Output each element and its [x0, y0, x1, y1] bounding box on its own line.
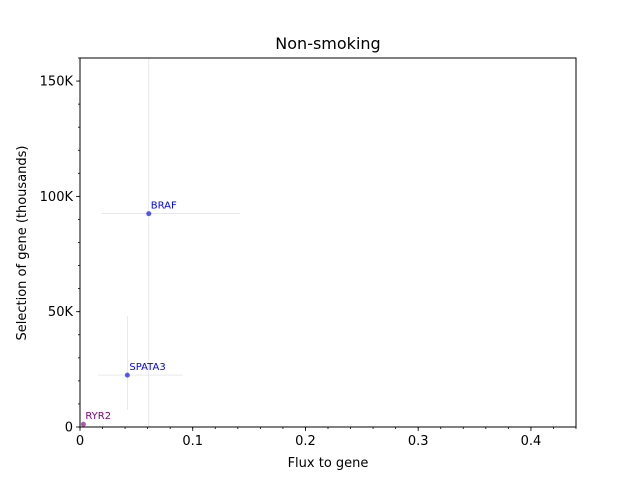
x-tick-label: 0.2	[295, 434, 316, 449]
y-tick-label: 0	[65, 421, 73, 436]
y-axis-label: Selection of gene (thousands)	[15, 146, 30, 341]
point-label: RYR2	[85, 411, 111, 422]
chart-title: Non-smoking	[275, 34, 380, 53]
y-axis-ticks: 0 50K 100K 150K	[40, 57, 80, 436]
error-bars	[98, 58, 241, 427]
point-label: BRAF	[151, 201, 177, 212]
data-point	[146, 211, 152, 217]
data-points	[80, 211, 152, 427]
y-tick-label: 50K	[48, 305, 74, 320]
x-tick-label: 0.4	[521, 434, 542, 449]
data-point	[124, 372, 130, 378]
x-tick-label: 0	[76, 434, 84, 449]
point-labels: BRAF SPATA3 RYR2	[85, 201, 177, 423]
y-tick-label: 150K	[40, 75, 74, 90]
x-tick-label: 0.1	[182, 434, 203, 449]
point-label: SPATA3	[129, 362, 165, 373]
x-axis-label: Flux to gene	[288, 456, 369, 471]
y-tick-label: 100K	[40, 190, 74, 205]
x-axis-ticks: 0 0.1 0.2 0.3 0.4	[76, 427, 577, 449]
data-point	[80, 421, 86, 427]
x-tick-label: 0.3	[408, 434, 429, 449]
